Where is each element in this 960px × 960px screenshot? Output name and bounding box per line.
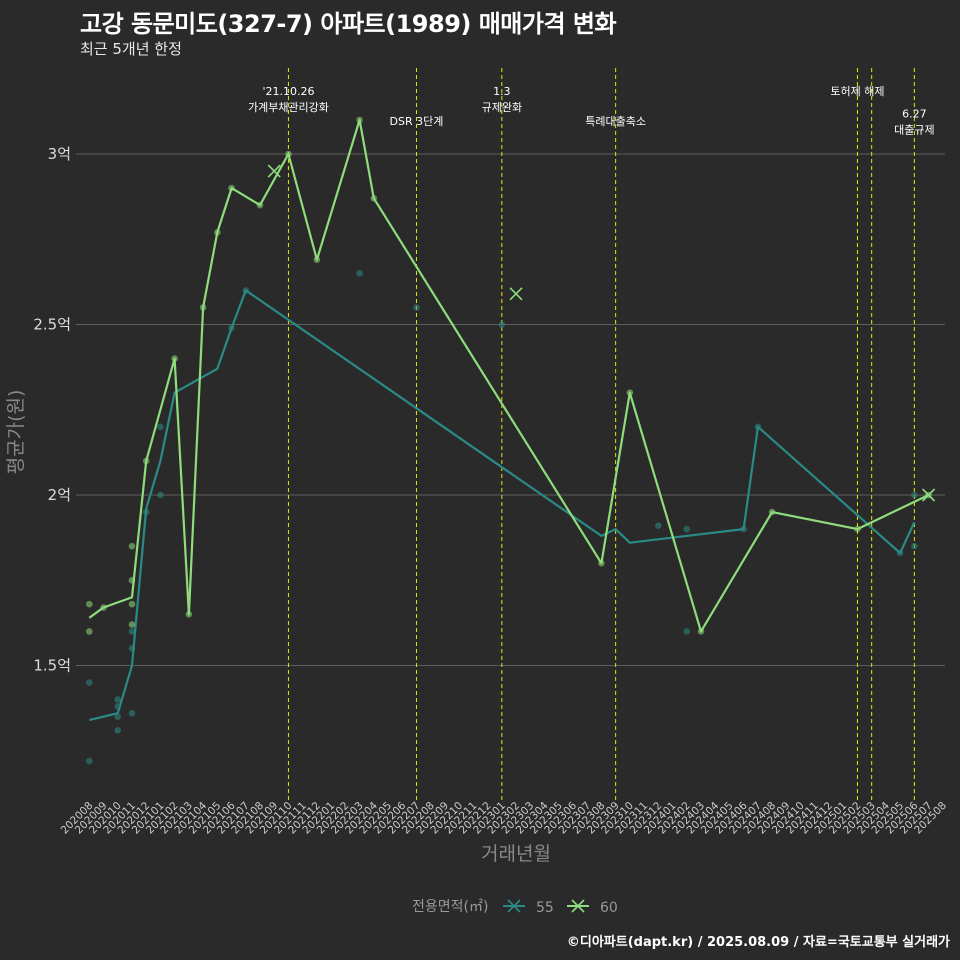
event-label-0-0: '21.10.26 bbox=[262, 85, 314, 98]
series-55-point-10 bbox=[157, 491, 164, 499]
series-60-point-0 bbox=[86, 600, 93, 608]
series-60-point-5 bbox=[128, 600, 136, 608]
legend: 전용면적(㎡) 55 60 bbox=[412, 899, 618, 916]
grid-lines bbox=[76, 153, 945, 666]
series-60-point-6 bbox=[128, 621, 136, 628]
series-60-x-marker-1 bbox=[509, 287, 523, 301]
series-55-point-3 bbox=[114, 726, 122, 734]
series-55-point-18 bbox=[683, 628, 691, 635]
series-60-x-marker-0 bbox=[267, 164, 281, 178]
event-label-2-1: 규제완화 bbox=[482, 101, 522, 114]
series-60-point-3 bbox=[128, 542, 136, 550]
series-55-point-16 bbox=[498, 321, 506, 328]
legend-key-60-marker bbox=[571, 899, 585, 913]
source-caption: ©디아파트(dapt.kr) / 2025.08.09 / 자료=국토교통부 실… bbox=[566, 935, 950, 950]
series-60-line bbox=[88, 118, 930, 633]
y-tick-label-0: 1.5억 bbox=[33, 657, 71, 675]
series-55-point-19 bbox=[683, 525, 691, 533]
event-label-1-0: DSR 3단계 bbox=[390, 115, 444, 128]
series-55-point-5 bbox=[114, 696, 122, 703]
legend-key-55-marker bbox=[507, 899, 521, 913]
series-55-point-17 bbox=[655, 522, 662, 529]
series-55-point-15 bbox=[413, 304, 420, 311]
legend-title: 전용면적(㎡) bbox=[412, 899, 488, 915]
event-label-3-0: 특례대출축소 bbox=[585, 115, 646, 128]
legend-label-60: 60 bbox=[600, 900, 618, 916]
series-60-point-1 bbox=[86, 628, 93, 635]
series-55-point-24 bbox=[911, 491, 918, 499]
series-55-point-0 bbox=[86, 757, 93, 765]
event-label-2-0: 1.3 bbox=[493, 85, 511, 98]
y-axis-label: 평균가(원) bbox=[5, 390, 27, 475]
y-axis: 1.5억 2억 2.5억 3억 bbox=[33, 145, 71, 675]
chart-title: 고강 동문미도(327-7) 아파트(1989) 매매가격 변화 bbox=[80, 10, 617, 38]
series-55-point-1 bbox=[86, 679, 93, 686]
series-55-point-11 bbox=[157, 423, 164, 431]
series-55-line bbox=[89, 289, 916, 722]
x-axis: 2020082020092020102020112020122021012021… bbox=[59, 799, 949, 836]
series-55-point-23 bbox=[911, 542, 918, 550]
legend-label-55: 55 bbox=[536, 900, 554, 916]
event-label-6-1: 대출규제 bbox=[894, 124, 934, 137]
y-tick-label-2: 2.5억 bbox=[33, 316, 71, 334]
series-55-point-6 bbox=[128, 709, 136, 717]
series-55-point-2 bbox=[114, 713, 122, 720]
event-label-0-1: 가계부채관리강화 bbox=[248, 101, 329, 114]
x-axis-label: 거래년월 bbox=[481, 843, 551, 865]
series-55-point-14 bbox=[356, 270, 363, 277]
y-tick-label-1: 2억 bbox=[48, 486, 71, 504]
series-layer bbox=[86, 116, 936, 765]
chart-subtitle: 최근 5개년 한정 bbox=[80, 40, 182, 58]
series-55-point-7 bbox=[128, 628, 136, 635]
series-60-x-marker-2 bbox=[922, 488, 936, 502]
y-tick-label-3: 3억 bbox=[48, 145, 71, 163]
event-label-4-0: 토허제 해제 bbox=[830, 84, 884, 98]
event-label-6-0: 6.27 bbox=[902, 108, 927, 121]
